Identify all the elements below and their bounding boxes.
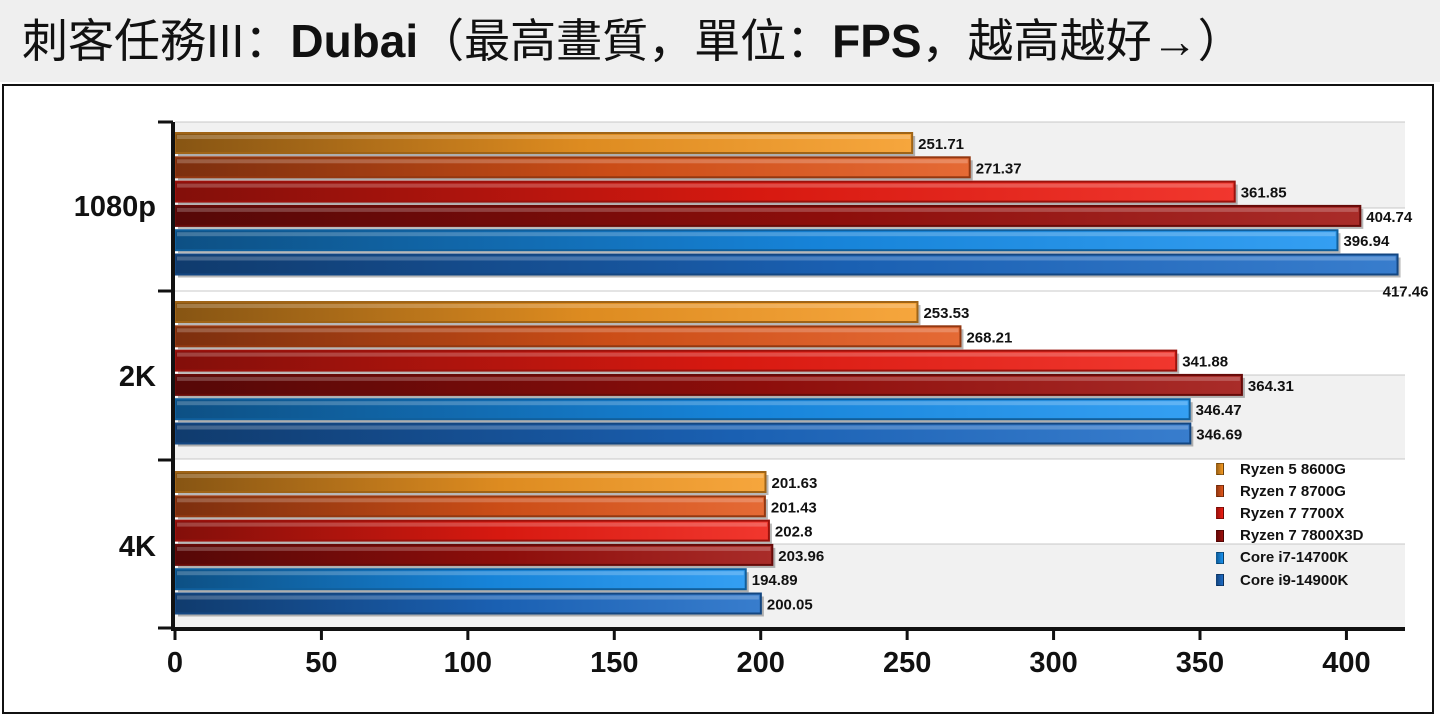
data-label: 361.85 [1241, 185, 1287, 202]
legend-label: Ryzen 5 8600G [1240, 460, 1346, 478]
x-tick-label: 250 [883, 647, 931, 679]
chart-title: 刺客任務III：Dubai（最高畫質，單位：FPS，越高越好→） [22, 10, 1244, 72]
title-game: 刺客任務III [22, 15, 245, 67]
legend: Ryzen 5 8600G Ryzen 7 8700G Ryzen 7 7700X R… [1216, 458, 1363, 591]
bar-highlight [177, 304, 916, 308]
bar-highlight [177, 352, 1175, 357]
legend-label: Core i9-14900K [1240, 571, 1349, 589]
bar-highlight [177, 159, 968, 164]
data-label: 346.47 [1196, 402, 1242, 419]
data-label: 202.8 [775, 524, 813, 541]
legend-label: Core i7-14700K [1240, 549, 1349, 567]
bar-highlight [177, 595, 759, 600]
x-tick-label: 200 [737, 647, 785, 679]
bar-highlight [177, 474, 764, 478]
x-tick-label: 50 [305, 647, 337, 679]
bar-highlight [177, 522, 767, 527]
data-label: 346.69 [1196, 427, 1242, 444]
category-label: 2K [119, 361, 156, 393]
category-label: 1080p [74, 191, 156, 223]
bar-highlight [177, 256, 1396, 261]
bar-highlight [177, 183, 1233, 188]
data-label: 251.71 [918, 136, 964, 153]
data-label: 341.88 [1182, 354, 1228, 371]
legend-swatch [1216, 463, 1224, 476]
data-label: 203.96 [778, 548, 824, 565]
title-unit: FPS [832, 15, 922, 67]
data-label: 404.74 [1366, 209, 1413, 226]
legend-item: Core i9-14900K [1216, 569, 1363, 591]
bar-highlight [177, 376, 1240, 381]
x-tick-label: 150 [590, 647, 638, 679]
data-label: 364.31 [1248, 378, 1294, 395]
bar-highlight [177, 135, 911, 139]
x-tick-label: 300 [1029, 647, 1077, 679]
data-label: 417.46 [1383, 284, 1429, 301]
bar-highlight [177, 498, 763, 503]
legend-item: Ryzen 7 7800X3D [1216, 525, 1363, 547]
legend-item: Ryzen 7 8700G [1216, 480, 1363, 502]
bar-highlight [177, 546, 771, 551]
legend-swatch [1216, 485, 1224, 498]
legend-item: Ryzen 5 8600G [1216, 458, 1363, 480]
data-label: 253.53 [923, 305, 969, 322]
legend-swatch [1216, 574, 1224, 587]
bar-highlight [177, 425, 1189, 430]
legend-swatch [1216, 529, 1224, 542]
x-tick-label: 400 [1322, 647, 1370, 679]
data-label: 194.89 [752, 572, 798, 589]
legend-swatch [1216, 507, 1224, 520]
legend-swatch [1216, 551, 1224, 564]
title-sep: ： [244, 15, 291, 67]
bar-highlight [177, 207, 1359, 212]
legend-label: Ryzen 7 8700G [1240, 482, 1346, 500]
data-label: 200.05 [767, 597, 813, 614]
legend-label: Ryzen 7 7700X [1240, 504, 1345, 522]
data-label: 201.43 [771, 499, 817, 516]
bar-highlight [177, 328, 959, 333]
x-tick-label: 0 [167, 647, 183, 679]
title-paren-open: （最高畫質，單位： [418, 15, 833, 67]
data-label: 268.21 [966, 329, 1012, 346]
bar-highlight [177, 571, 744, 576]
title-bar: 刺客任務III：Dubai（最高畫質，單位：FPS，越高越好→） [0, 0, 1440, 82]
bar-highlight [177, 232, 1336, 237]
x-tick-label: 100 [444, 647, 492, 679]
legend-item: Ryzen 7 7700X [1216, 502, 1363, 524]
data-label: 396.94 [1343, 233, 1390, 250]
bar-highlight [177, 401, 1188, 406]
data-label: 271.37 [976, 160, 1022, 177]
legend-label: Ryzen 7 7800X3D [1240, 527, 1364, 545]
x-tick-label: 350 [1176, 647, 1224, 679]
category-label: 4K [119, 531, 156, 563]
data-label: 201.63 [771, 475, 817, 492]
legend-item: Core i7-14700K [1216, 547, 1363, 569]
title-map: Dubai [290, 15, 419, 67]
title-paren-close: ，越高越好→） [921, 15, 1244, 67]
